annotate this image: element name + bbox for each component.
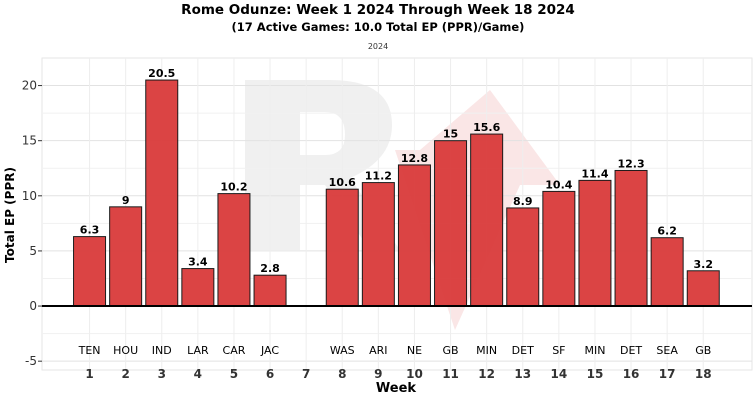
bar-value-label: 12.8 bbox=[401, 152, 428, 165]
bar-week-16 bbox=[614, 169, 648, 307]
bar-week-6 bbox=[253, 274, 287, 307]
y-axis-label: Total EP (PPR) bbox=[3, 167, 17, 263]
bar-value-label: 10.4 bbox=[545, 178, 572, 191]
bar-week-11 bbox=[434, 140, 468, 307]
bar-week-8 bbox=[325, 188, 359, 307]
facet-label: 2024 bbox=[367, 42, 389, 51]
opponent-label: GB bbox=[695, 344, 711, 357]
bar-value-label: 12.3 bbox=[617, 157, 644, 170]
x-tick-label: 3 bbox=[158, 367, 166, 381]
bar-value-label: 15 bbox=[443, 128, 458, 141]
x-tick-label: 6 bbox=[266, 367, 274, 381]
bar-value-label: 6.3 bbox=[80, 224, 100, 237]
bar-week-12 bbox=[470, 133, 504, 307]
bar-week-17 bbox=[650, 237, 684, 307]
bar-value-label: 11.2 bbox=[365, 170, 392, 183]
x-axis-label: Week bbox=[376, 381, 417, 396]
x-tick-label: 14 bbox=[550, 367, 567, 381]
x-tick-label: 10 bbox=[406, 367, 423, 381]
x-tick-label: 17 bbox=[659, 367, 676, 381]
bar-week-10 bbox=[397, 164, 431, 307]
bar-value-label: 2.8 bbox=[260, 262, 280, 275]
opponent-label: MIN bbox=[476, 344, 497, 357]
bar-week-14 bbox=[542, 190, 576, 307]
bar-value-label: 10.6 bbox=[329, 176, 356, 189]
bar-week-4 bbox=[181, 268, 215, 307]
bar-week-1 bbox=[73, 236, 107, 307]
bar-value-label: 8.9 bbox=[513, 195, 533, 208]
bar-week-9 bbox=[361, 182, 395, 307]
bar-week-5 bbox=[217, 193, 251, 307]
bar-value-label: 3.4 bbox=[188, 256, 208, 269]
bar-value-label: 9 bbox=[122, 194, 130, 207]
watermark-logo bbox=[245, 80, 400, 250]
bar-week-15 bbox=[578, 179, 612, 307]
bar-week-13 bbox=[506, 207, 540, 307]
y-tick-label: 5 bbox=[29, 244, 37, 258]
bar-value-label: 6.2 bbox=[657, 225, 677, 238]
plot-border bbox=[41, 57, 753, 371]
opponent-label: ARI bbox=[369, 344, 387, 357]
x-tick-label: 9 bbox=[374, 367, 382, 381]
y-tick-label: 15 bbox=[22, 134, 37, 148]
opponent-label: GB bbox=[443, 344, 459, 357]
opponent-label: NE bbox=[407, 344, 422, 357]
opponent-label: WAS bbox=[330, 344, 355, 357]
x-tick-label: 4 bbox=[194, 367, 202, 381]
opponent-label: SF bbox=[552, 344, 565, 357]
x-tick-label: 18 bbox=[695, 367, 712, 381]
y-tick-label: -5 bbox=[25, 354, 37, 368]
opponent-label: CAR bbox=[223, 344, 246, 357]
bar-value-label: 11.4 bbox=[581, 167, 608, 180]
x-tick-label: 11 bbox=[442, 367, 459, 381]
x-tick-label: 15 bbox=[587, 367, 604, 381]
opponent-label: DET bbox=[512, 344, 534, 357]
x-tick-label: 12 bbox=[478, 367, 495, 381]
chart-subtitle: (17 Active Games: 10.0 Total EP (PPR)/Ga… bbox=[231, 20, 525, 34]
x-tick-label: 13 bbox=[514, 367, 531, 381]
opponent-label: DET bbox=[620, 344, 642, 357]
opponent-label: TEN bbox=[78, 344, 101, 357]
x-tick-label: 2 bbox=[121, 367, 129, 381]
bar-value-label: 10.2 bbox=[220, 181, 247, 194]
bar-value-label: 3.2 bbox=[694, 258, 714, 271]
x-tick-label: 8 bbox=[338, 367, 346, 381]
y-tick-label: 20 bbox=[22, 79, 37, 93]
opponent-label: IND bbox=[152, 344, 172, 357]
opponent-label: LAR bbox=[187, 344, 209, 357]
opponent-label: JAC bbox=[260, 344, 279, 357]
y-tick-label: 10 bbox=[22, 189, 37, 203]
bar-value-label: 20.5 bbox=[148, 67, 175, 80]
x-tick-label: 7 bbox=[302, 367, 310, 381]
x-tick-label: 5 bbox=[230, 367, 238, 381]
bar-week-3 bbox=[145, 79, 179, 307]
y-tick-label: 0 bbox=[29, 299, 37, 313]
bar-week-2 bbox=[109, 206, 143, 307]
x-tick-label: 1 bbox=[85, 367, 93, 381]
x-tick-label: 16 bbox=[623, 367, 640, 381]
bar-week-18 bbox=[686, 270, 720, 307]
opponent-label: SEA bbox=[656, 344, 678, 357]
bar-value-label: 15.6 bbox=[473, 121, 500, 134]
opponent-label: HOU bbox=[113, 344, 138, 357]
opponent-label: MIN bbox=[584, 344, 605, 357]
chart-title: Rome Odunze: Week 1 2024 Through Week 18… bbox=[181, 2, 575, 18]
